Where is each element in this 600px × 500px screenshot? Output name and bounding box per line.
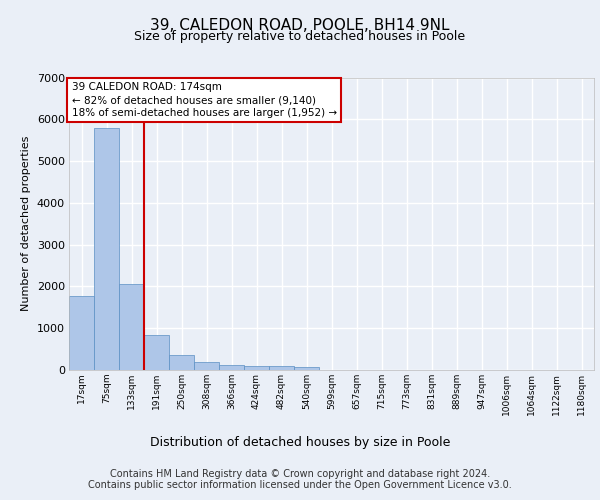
Bar — [294, 367, 319, 370]
Bar — [69, 296, 94, 370]
Text: Size of property relative to detached houses in Poole: Size of property relative to detached ho… — [134, 30, 466, 43]
Text: Contains HM Land Registry data © Crown copyright and database right 2024.: Contains HM Land Registry data © Crown c… — [110, 469, 490, 479]
Bar — [269, 366, 294, 370]
Bar — [94, 128, 119, 370]
Bar — [194, 362, 219, 370]
Bar — [219, 365, 244, 370]
Text: 39 CALEDON ROAD: 174sqm
← 82% of detached houses are smaller (9,140)
18% of semi: 39 CALEDON ROAD: 174sqm ← 82% of detache… — [71, 82, 337, 118]
Bar — [169, 356, 194, 370]
Bar — [244, 366, 269, 370]
Bar — [119, 284, 144, 370]
Text: Contains public sector information licensed under the Open Government Licence v3: Contains public sector information licen… — [88, 480, 512, 490]
Text: 39, CALEDON ROAD, POOLE, BH14 9NL: 39, CALEDON ROAD, POOLE, BH14 9NL — [150, 18, 450, 32]
Text: Distribution of detached houses by size in Poole: Distribution of detached houses by size … — [150, 436, 450, 449]
Bar — [144, 336, 169, 370]
Y-axis label: Number of detached properties: Number of detached properties — [21, 136, 31, 312]
